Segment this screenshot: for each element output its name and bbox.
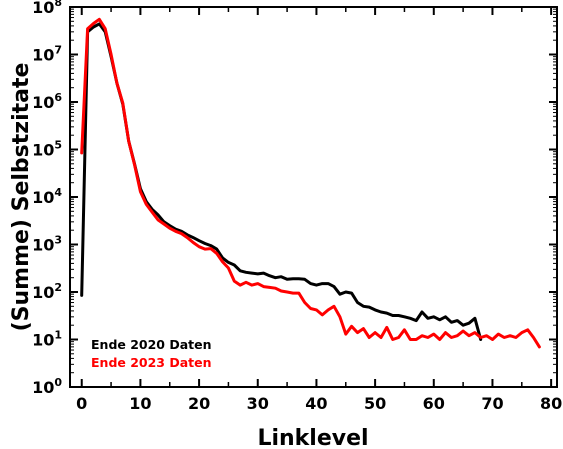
- x-tick-label: 30: [247, 394, 269, 413]
- y-tick-label: 108: [32, 0, 62, 17]
- y-axis: 100 101 102 103 104 105 106 107 108: [32, 0, 557, 397]
- series-line-2023: [80, 17, 541, 349]
- y-tick-label: 102: [32, 281, 62, 302]
- y-tick-label: 100: [32, 376, 62, 397]
- legend-entry-2023: Ende 2023 Daten: [91, 355, 212, 370]
- y-axis-title: (Summe) Selbstzitate: [9, 63, 34, 332]
- legend: Ende 2020 Daten Ende 2023 Daten: [91, 337, 212, 370]
- x-tick-label: 40: [305, 394, 327, 413]
- x-tick-label: 60: [423, 394, 445, 413]
- x-tick-label: 80: [540, 394, 562, 413]
- x-tick-label: 10: [129, 394, 151, 413]
- y-tick-label: 105: [32, 139, 62, 160]
- y-tick-label: 101: [32, 329, 62, 350]
- x-tick-label: 70: [481, 394, 503, 413]
- legend-entry-2020: Ende 2020 Daten: [91, 337, 212, 352]
- x-axis: 0 10 20 30 40 50 60 70 80: [76, 7, 562, 413]
- series-line-2020: [80, 22, 483, 341]
- y-tick-label: 103: [32, 234, 62, 255]
- x-tick-label: 0: [76, 394, 87, 413]
- y-tick-label: 106: [32, 91, 62, 112]
- y-tick-label: 107: [32, 44, 62, 65]
- y-tick-label: 104: [32, 186, 62, 207]
- x-tick-label: 20: [188, 394, 210, 413]
- series-layer: [80, 17, 541, 349]
- x-tick-label: 50: [364, 394, 386, 413]
- x-axis-title: Linklevel: [257, 426, 368, 449]
